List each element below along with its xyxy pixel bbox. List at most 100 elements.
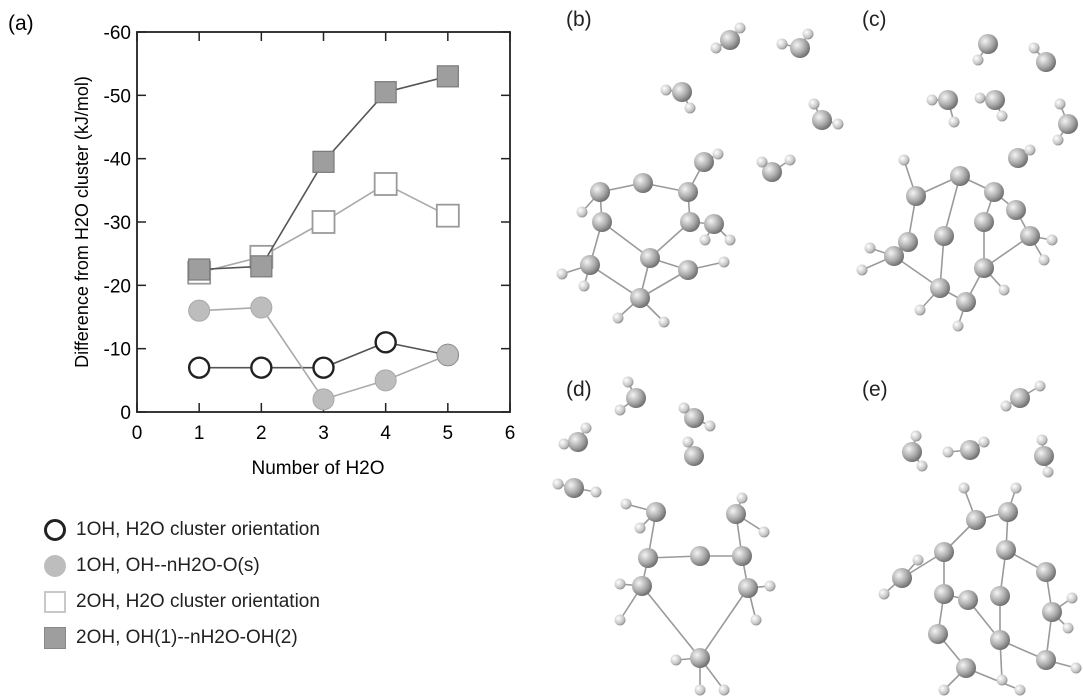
oxygen-atom: [646, 502, 666, 522]
hydrogen-atom: [660, 84, 672, 96]
data-point-circle-open: [374, 331, 397, 354]
structure-d-image: [552, 376, 776, 696]
hydrogen-atom: [1046, 234, 1058, 246]
data-point-square-filled: [436, 65, 459, 88]
oxygen-atom: [960, 440, 980, 460]
y-tick-label: -40: [104, 150, 131, 171]
oxygen-atom: [626, 388, 646, 408]
hydrogen-atom: [684, 102, 696, 114]
legend-label: 1OH, OH--nH2O-O(s): [76, 555, 260, 576]
hydrogen-atom: [914, 304, 926, 316]
hydrogen-atom: [612, 312, 624, 324]
hydrogen-atom: [948, 116, 960, 128]
hydrogen-atom: [998, 284, 1010, 296]
data-point-square-filled: [374, 81, 397, 104]
oxygen-atom: [640, 248, 660, 268]
hydrogen-atom: [784, 154, 796, 166]
hydrogen-atom: [1054, 98, 1066, 110]
hydrogen-atom: [718, 256, 730, 268]
oxygen-atom: [790, 38, 810, 58]
hydrogen-atom: [996, 110, 1008, 122]
hydrogen-atom: [916, 460, 928, 472]
hydrogen-atom: [958, 482, 970, 494]
oxygen-atom: [978, 34, 998, 54]
data-point-square-filled: [312, 150, 335, 173]
oxygen-atom: [1034, 446, 1054, 466]
hydrogen-atom: [710, 42, 722, 54]
panel-e-label: (e): [862, 378, 888, 401]
data-point-circle-open: [250, 356, 273, 379]
hydrogen-atom: [634, 522, 646, 534]
x-tick-label: 3: [318, 423, 329, 444]
bond: [699, 587, 749, 659]
hydrogen-atom: [580, 422, 592, 434]
legend-label: 2OH, OH(1)--nH2O-OH(2): [76, 627, 298, 648]
panel-a-label: (a): [8, 12, 34, 35]
structure-c-image: [856, 34, 1078, 332]
oxygen-atom: [974, 258, 994, 278]
y-tick-label: 0: [120, 403, 131, 424]
legend-label: 1OH, H2O cluster orientation: [76, 519, 320, 540]
hydrogen-atom: [724, 234, 736, 246]
data-point-square-open: [311, 210, 336, 234]
x-tick-label: 0: [132, 423, 143, 444]
oxygen-atom: [738, 578, 758, 598]
oxygen-atom: [580, 255, 600, 275]
oxygen-atom: [690, 648, 710, 668]
hydrogen-atom: [832, 118, 844, 130]
hydrogen-atom: [1062, 622, 1074, 634]
oxygen-atom: [633, 173, 653, 193]
oxygen-atom: [590, 182, 610, 202]
hydrogen-atom: [808, 98, 820, 110]
hydrogen-atom: [734, 22, 746, 34]
hydrogen-atom: [750, 614, 762, 626]
oxygen-atom: [694, 152, 714, 172]
oxygen-atom: [684, 446, 704, 466]
hydrogen-atom: [622, 376, 634, 388]
oxygen-atom: [956, 658, 976, 678]
hydrogen-atom: [978, 436, 990, 448]
plot-series: [187, 65, 460, 411]
oxygen-atom: [630, 288, 650, 308]
oxygen-atom: [898, 232, 918, 252]
hydrogen-atom: [576, 206, 588, 218]
oxygen-atom: [672, 82, 692, 102]
hydrogen-atom: [614, 404, 626, 416]
hydrogen-atom: [912, 554, 924, 566]
oxygen-atom: [930, 278, 950, 298]
legend-item: 2OH, H2O cluster orientation: [44, 584, 320, 620]
oxygen-atom: [950, 166, 970, 186]
oxygen-atom: [1020, 226, 1040, 246]
oxygen-atom: [884, 246, 904, 266]
data-point-square-open: [435, 203, 460, 228]
hydrogen-atom: [712, 148, 724, 160]
data-point-circle-filled: [250, 296, 273, 319]
legend-marker-circle-open: [44, 519, 66, 541]
hydrogen-atom: [658, 316, 670, 328]
x-tick-label: 2: [256, 423, 267, 444]
oxygen-atom: [568, 432, 588, 452]
oxygen-atom: [892, 568, 912, 588]
hydrogen-atom: [694, 684, 706, 696]
hydrogen-atom: [558, 438, 570, 450]
hydrogen-atom: [926, 94, 938, 106]
hydrogen-atom: [758, 526, 770, 538]
hydrogen-atom: [974, 92, 986, 104]
oxygen-atom: [638, 548, 658, 568]
hydrogen-atom: [1000, 400, 1012, 412]
hydrogen-atom: [552, 478, 564, 490]
oxygen-atom: [762, 162, 782, 182]
legend-label: 2OH, H2O cluster orientation: [76, 591, 320, 612]
hydrogen-atom: [678, 402, 690, 414]
hydrogen-atom: [620, 498, 632, 510]
structure-b-image: [556, 22, 844, 328]
hydrogen-atom: [614, 614, 626, 626]
oxygen-atom: [632, 576, 652, 596]
oxygen-atom: [934, 226, 954, 246]
oxygen-atom: [1036, 562, 1056, 582]
hydrogen-atom: [938, 684, 950, 696]
hydrogen-atom: [1038, 254, 1050, 266]
structure-e-image: [878, 380, 1082, 696]
legend-marker-circle-filled: [44, 555, 66, 577]
